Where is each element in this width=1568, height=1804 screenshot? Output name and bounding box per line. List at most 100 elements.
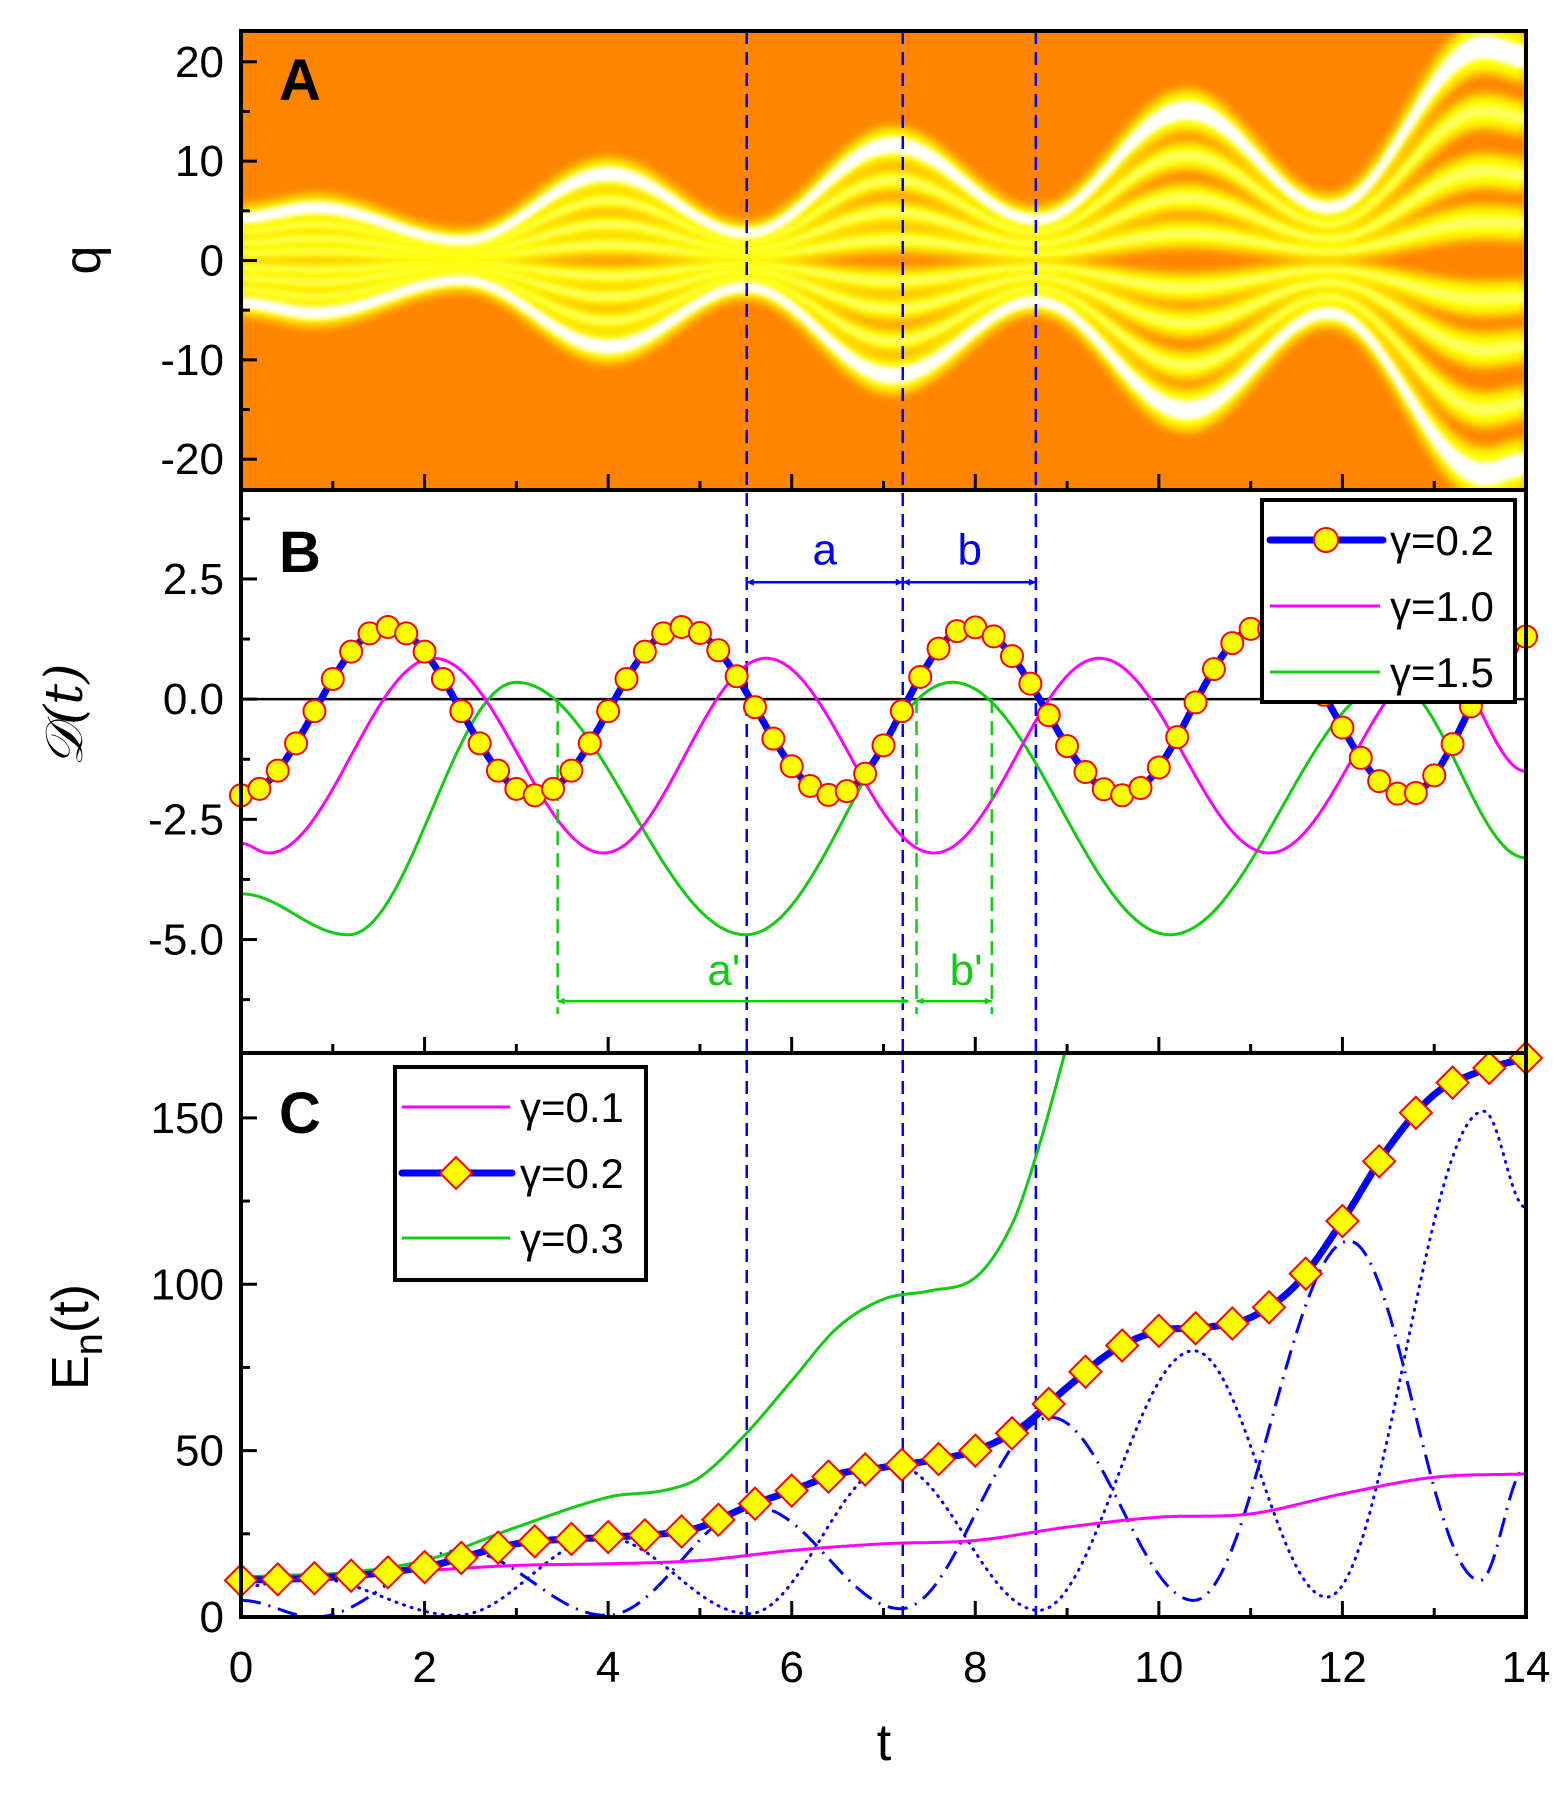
panel-label-a: A [279,48,321,113]
panel-label-b: B [279,520,321,585]
series-gamma-0.2-marker [297,1560,332,1596]
series-gamma-0.2-marker [1288,1256,1324,1292]
legend-label: γ=0.2 [520,1150,624,1197]
series-gamma-0.2-marker [687,621,712,646]
heatmap-band-glow [241,94,1526,254]
series-gamma-0.2-marker [1178,1310,1213,1346]
series-gamma-0.2-marker [908,664,933,689]
series-gamma-0.2-marker [700,1502,736,1538]
series-gamma-0.2-marker [1330,715,1355,740]
heatmap-band-glow [241,267,1526,427]
legend-b: γ=0.2 γ=1.0 γ=1.5 [1260,498,1517,704]
heatmap-band-core [241,272,1526,416]
series-gamma-0.2-marker [517,1523,553,1559]
panel-label-c: C [279,1081,321,1146]
series-gamma-0.2-marker [577,731,602,756]
series-gamma-0.2-marker [370,1554,406,1590]
x-tick-label: 6 [779,1643,803,1692]
series-gamma-0.2-marker [412,639,437,664]
heatmap-band-core [241,275,1526,487]
series-gamma-0.2-marker [449,699,474,724]
x-tick-label: 14 [1502,1643,1551,1692]
series-gamma-0.2-marker [430,666,455,691]
legend-label: γ=0.2 [1390,517,1494,564]
panel-a-heatmap [241,31,1526,490]
series-gamma-0.2-marker [1000,644,1024,669]
y-tick-label: 10 [175,137,224,186]
y-axis-title-a: q [54,246,112,275]
series-gamma-0.2-marker [339,639,364,664]
series-gamma-0.2-marker [1068,1354,1103,1390]
y-tick-label: -2.5 [148,795,224,844]
series-gamma-0.2-marker [724,664,749,689]
series-gamma-0.2-marker [407,1549,442,1585]
series-gamma-0.2-marker [1073,760,1098,785]
series-gamma-0.2-marker [1201,657,1226,682]
interval-label: a' [707,946,740,995]
heatmap-band-core [241,165,1526,255]
legend-marker-diamond [438,1155,474,1191]
series-gamma-0.2-marker [1325,1203,1360,1239]
series-gamma-0.2-marker [284,731,309,756]
series-gamma-0.2-marker [774,1473,810,1508]
interval-label: b' [950,946,983,995]
y-tick-label: 20 [175,38,224,87]
x-tick-label: 12 [1318,1643,1367,1692]
series-gamma-0.2-marker [480,1530,516,1566]
series-gamma-0.2-marker [853,761,878,786]
series-gamma-0.2-marker [247,776,272,801]
y-tick-label: 0.0 [163,675,224,724]
series-gamma-0.2-marker [541,776,566,801]
series-gamma-0.2-marker [486,758,510,783]
y-tick-label: -10 [160,336,224,385]
y-axis-title-c: En(t) [42,1284,111,1390]
series-gamma-0.2-marker [889,699,914,724]
series-gamma-0.2-marker [1251,1289,1287,1325]
series-gamma-0.2-marker [1367,769,1392,794]
legend-label: γ=0.3 [520,1215,624,1262]
series-gamma-1.0-line [241,656,1526,855]
x-axis-title: t [877,1714,892,1772]
heatmap-band-core [241,261,1526,305]
y-tick-label: 150 [151,1094,224,1143]
heatmap-band-core [241,105,1526,249]
series-gamma-0.2-marker [1104,1328,1140,1363]
series-gamma-0.2-marker [443,1540,479,1576]
series-gamma-0.2-marker [921,1441,956,1477]
x-tick-label: 4 [596,1643,620,1692]
series-gamma-0.2-marker [1146,755,1171,780]
y-title-tail: (t) [42,1284,100,1333]
series-gamma-0.2-marker [1018,671,1043,696]
series-gamma-0.2-marker [811,1459,846,1495]
series-gamma-0.2-marker [467,731,492,756]
series-gamma-0.2-marker [302,699,327,724]
series-gamma-0.3-line [241,1053,1067,1579]
series-gamma-0.2-marker [333,1558,369,1594]
heatmap-band-core [241,216,1526,260]
series-gamma-0.2-marker [664,1514,699,1549]
legend-label: γ=1.5 [1390,649,1494,696]
series-gamma-0.2-marker [394,621,419,646]
series-gamma-0.2-marker [871,733,896,758]
series-gamma-0.2-marker [1435,1065,1470,1101]
series-gamma-0.2-marker [1220,631,1245,656]
x-tick-label: 10 [1134,1643,1183,1692]
legend-c: γ=0.1 γ=0.2 γ=0.3 [393,1065,648,1282]
series-gamma-0.2-marker [559,758,584,783]
series-gamma-0.2-marker [1440,732,1465,757]
series-gamma-0.2-marker [884,1447,920,1483]
series-gamma-0.2-marker [981,624,1006,649]
series-gamma-0.2-marker [596,699,621,724]
series-gamma-0.2-marker [1055,734,1080,759]
interval-label: b [958,526,982,575]
x-tick-label: 2 [412,1643,436,1692]
y-tick-label: -20 [160,435,224,484]
heatmap-band-core [241,266,1526,356]
series-gamma-0.2-marker [1165,725,1190,750]
legend-box [1260,498,1517,704]
series-gamma-0.2-marker [1128,776,1153,801]
legend-label: γ=1.0 [1390,583,1494,630]
series-gamma-0.2-marker [761,726,786,751]
